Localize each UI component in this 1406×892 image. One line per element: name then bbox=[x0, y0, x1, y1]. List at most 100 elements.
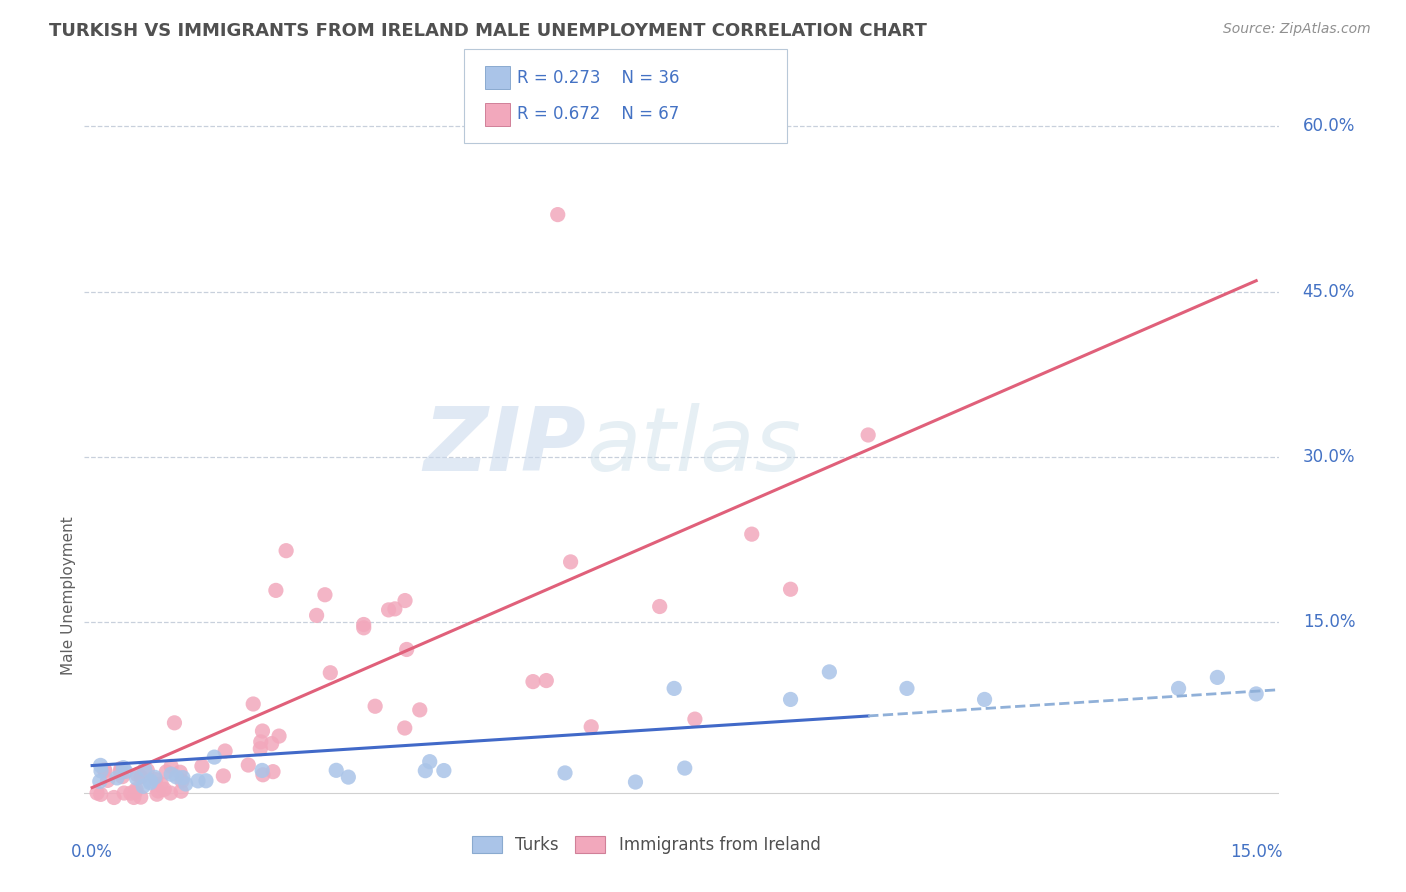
Point bbox=[325, 764, 347, 778]
Point bbox=[114, 764, 136, 779]
Point bbox=[353, 621, 375, 635]
Text: R = 0.273    N = 36: R = 0.273 N = 36 bbox=[517, 69, 681, 87]
Point bbox=[110, 765, 132, 780]
Point bbox=[252, 768, 274, 782]
Point bbox=[174, 777, 197, 791]
Text: TURKISH VS IMMIGRANTS FROM IRELAND MALE UNEMPLOYMENT CORRELATION CHART: TURKISH VS IMMIGRANTS FROM IRELAND MALE … bbox=[49, 22, 927, 40]
Point bbox=[145, 772, 167, 787]
Point bbox=[314, 588, 336, 602]
Point bbox=[153, 782, 176, 797]
Point bbox=[150, 777, 173, 791]
Point bbox=[409, 703, 432, 717]
Point bbox=[169, 765, 191, 780]
Point bbox=[536, 673, 558, 688]
Point bbox=[103, 790, 125, 805]
Point bbox=[377, 603, 399, 617]
Point bbox=[132, 780, 155, 794]
Point bbox=[683, 712, 706, 726]
Point bbox=[973, 692, 995, 706]
Text: 0.0%: 0.0% bbox=[72, 843, 112, 861]
Point bbox=[165, 770, 187, 784]
Point bbox=[202, 750, 225, 764]
Point bbox=[252, 724, 274, 739]
Point bbox=[242, 697, 264, 711]
Point bbox=[337, 770, 360, 784]
Text: Male Unemployment: Male Unemployment bbox=[62, 516, 76, 675]
Point bbox=[305, 608, 328, 623]
Point bbox=[364, 699, 387, 714]
Point bbox=[170, 774, 193, 789]
Point bbox=[267, 729, 290, 743]
Point bbox=[139, 775, 162, 789]
Point bbox=[741, 527, 763, 541]
Point bbox=[111, 770, 134, 784]
Point bbox=[522, 674, 544, 689]
Point bbox=[260, 737, 283, 751]
Point bbox=[648, 599, 671, 614]
Point bbox=[276, 543, 298, 558]
Point bbox=[249, 735, 271, 749]
Point bbox=[159, 786, 181, 800]
Point bbox=[194, 773, 217, 788]
Point bbox=[818, 665, 841, 679]
Point bbox=[554, 766, 576, 780]
Point bbox=[1167, 681, 1189, 696]
Point bbox=[127, 768, 149, 782]
Point bbox=[90, 764, 112, 778]
Point bbox=[415, 764, 437, 778]
Point bbox=[93, 763, 115, 777]
Point bbox=[146, 787, 169, 801]
Point bbox=[89, 758, 111, 772]
Point bbox=[384, 602, 406, 616]
Point bbox=[155, 764, 177, 779]
Text: R = 0.672    N = 67: R = 0.672 N = 67 bbox=[517, 105, 679, 123]
Point bbox=[172, 771, 194, 785]
Point bbox=[134, 762, 156, 776]
Text: 15.0%: 15.0% bbox=[1230, 843, 1282, 861]
Text: 60.0%: 60.0% bbox=[1303, 118, 1355, 136]
Text: Source: ZipAtlas.com: Source: ZipAtlas.com bbox=[1223, 22, 1371, 37]
Point bbox=[143, 770, 166, 784]
Text: 45.0%: 45.0% bbox=[1303, 283, 1355, 301]
Point bbox=[90, 788, 112, 802]
Point bbox=[160, 759, 183, 773]
Point bbox=[394, 593, 416, 607]
Point bbox=[191, 759, 214, 773]
Legend: Turks, Immigrants from Ireland: Turks, Immigrants from Ireland bbox=[465, 830, 827, 861]
Point bbox=[238, 758, 260, 772]
Point bbox=[624, 775, 647, 789]
Point bbox=[547, 208, 569, 222]
Point bbox=[148, 784, 170, 798]
Point bbox=[319, 665, 342, 680]
Point bbox=[250, 764, 273, 778]
Point bbox=[673, 761, 696, 775]
Point bbox=[395, 642, 418, 657]
Point bbox=[212, 769, 235, 783]
Text: 15.0%: 15.0% bbox=[1303, 614, 1355, 632]
Point bbox=[560, 555, 582, 569]
Point bbox=[139, 774, 162, 789]
Point bbox=[124, 785, 146, 799]
Point bbox=[94, 764, 117, 778]
Point bbox=[779, 692, 801, 706]
Point bbox=[125, 771, 148, 785]
Point bbox=[1244, 687, 1267, 701]
Point bbox=[129, 790, 152, 805]
Point bbox=[170, 784, 193, 798]
Point bbox=[264, 583, 287, 598]
Point bbox=[779, 582, 801, 597]
Point bbox=[856, 428, 879, 442]
Point bbox=[112, 761, 135, 775]
Point bbox=[112, 786, 135, 800]
Point bbox=[262, 764, 284, 779]
Point bbox=[163, 715, 186, 730]
Text: ZIP: ZIP bbox=[423, 402, 586, 490]
Point bbox=[86, 786, 108, 800]
Point bbox=[187, 773, 209, 788]
Point bbox=[662, 681, 685, 696]
Point bbox=[105, 771, 128, 785]
Point bbox=[125, 782, 148, 797]
Point bbox=[579, 720, 602, 734]
Point bbox=[160, 767, 183, 781]
Point bbox=[129, 770, 152, 784]
